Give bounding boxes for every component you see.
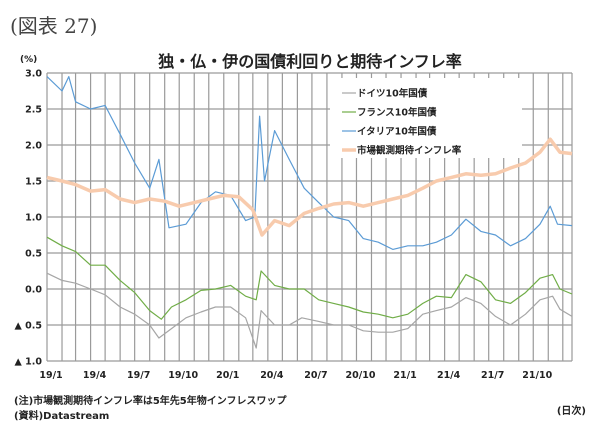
figure-label: (図表 27) <box>10 14 98 38</box>
x-tick-label: 19/1 <box>39 370 62 381</box>
y-tick-label: 3.0 <box>25 69 42 80</box>
legend-label: 市場観測期待インフレ率 <box>357 145 462 157</box>
y-tick-label: 2.0 <box>25 141 42 152</box>
series-line-1 <box>46 236 573 320</box>
y-axis-unit: (%) <box>20 55 38 65</box>
note-text: (注)市場観測期待インフレ率は5年先5年物インフレスワップ <box>14 396 287 407</box>
x-tick-label: 20/1 <box>216 370 239 381</box>
chart-title: 独・仏・伊の国債利回りと期待インフレ率 <box>158 52 462 71</box>
frequency-label: (日次) <box>556 406 586 417</box>
x-tick-label: 19/7 <box>127 370 150 381</box>
y-tick-label: ▲ 0.5 <box>15 321 42 332</box>
legend-label: イタリア10年国債 <box>357 126 437 138</box>
x-tick-label: 19/4 <box>83 370 107 381</box>
x-tick-label: 20/7 <box>304 370 327 381</box>
series-line-3 <box>46 137 573 237</box>
y-tick-label: 1.5 <box>25 177 42 188</box>
legend-box <box>330 78 522 158</box>
source-text: (資料)Datastream <box>14 411 110 422</box>
y-tick-label: 0.5 <box>25 249 42 260</box>
x-tick-label: 21/4 <box>437 370 461 381</box>
y-tick-label: 0.0 <box>25 285 42 296</box>
x-tick-label: 21/1 <box>393 370 416 381</box>
legend-label: ドイツ10年国債 <box>357 88 428 100</box>
y-tick-label: 2.5 <box>25 105 42 116</box>
y-tick-label: 1.0 <box>25 213 42 224</box>
y-tick-label: ▲ 1.0 <box>15 357 43 368</box>
x-tick-label: 20/4 <box>260 370 284 381</box>
x-tick-label: 20/10 <box>346 370 376 381</box>
series-line-0 <box>46 272 573 349</box>
legend-label: フランス10年国債 <box>357 107 437 119</box>
x-tick-label: 21/7 <box>481 370 504 381</box>
x-tick-label: 21/10 <box>522 370 552 381</box>
series-line-2 <box>46 75 573 250</box>
x-tick-label: 19/10 <box>168 370 198 381</box>
